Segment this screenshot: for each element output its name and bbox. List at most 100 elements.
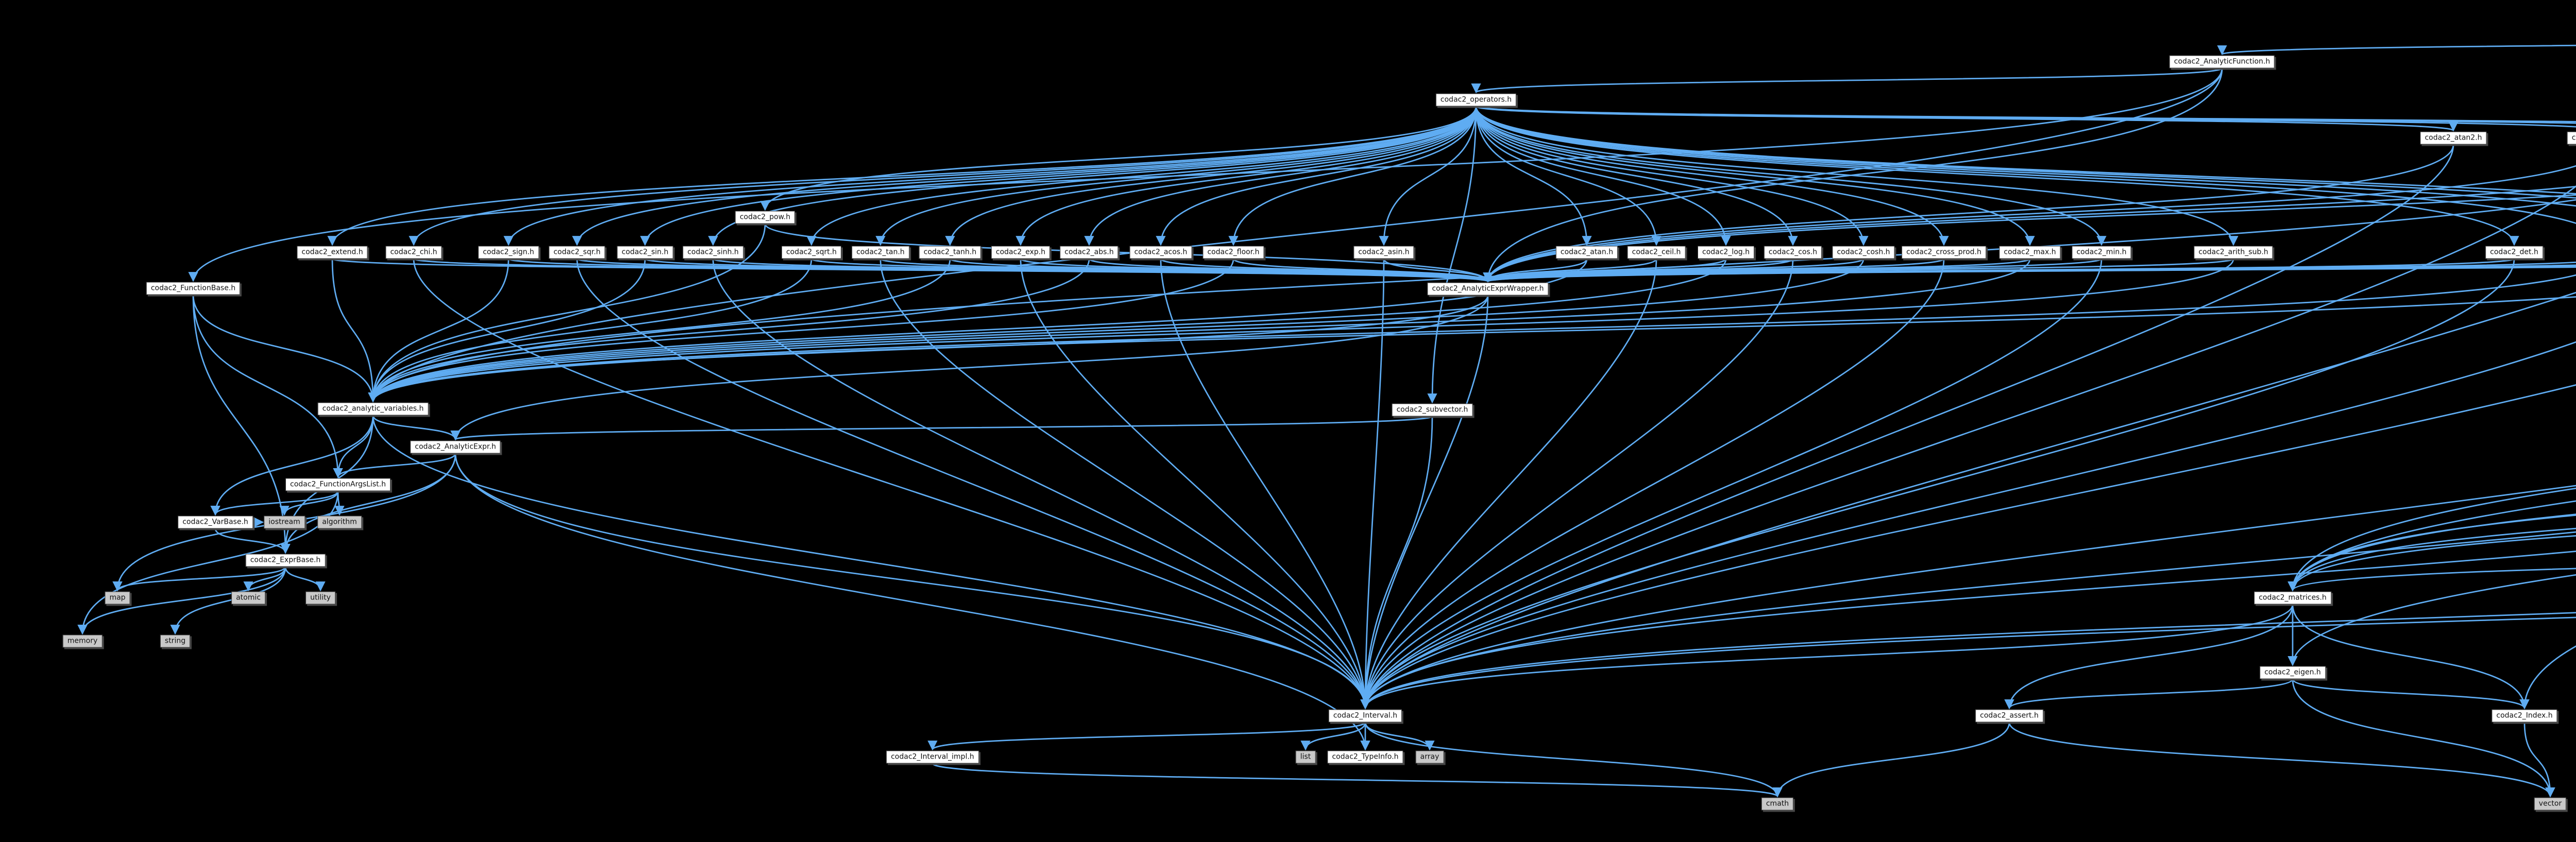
graph-node-cmath[interactable]: cmath <box>1761 797 1794 811</box>
graph-node-matrices[interactable]: codac2_matrices.h <box>2254 591 2331 605</box>
graph-node-string[interactable]: string <box>160 634 191 648</box>
graph-node-cosh[interactable]: codac2_cosh.h <box>1832 246 1895 259</box>
graph-node-abs[interactable]: codac2_abs.h <box>1060 246 1118 259</box>
graph-node-acos[interactable]: codac2_acos.h <box>1129 246 1192 259</box>
edge-functionbase-argslist <box>192 295 343 478</box>
graph-node-argslist[interactable]: codac2_FunctionArgsList.h <box>285 478 391 491</box>
graph-node-varbase[interactable]: codac2_VarBase.h <box>178 515 253 529</box>
graph-node-vector_std[interactable]: vector <box>2534 797 2567 811</box>
graph-node-pow[interactable]: codac2_pow.h <box>735 211 795 224</box>
edge-asin-interval <box>1360 259 1385 710</box>
edge-analyticexpr-interval <box>454 453 1370 710</box>
edge-abs-variables <box>368 259 1090 403</box>
edge-intervalrow-interval <box>1360 485 2576 710</box>
graph-node-index[interactable]: codac2_Index.h <box>2492 709 2557 723</box>
graph-node-operators[interactable]: codac2_operators.h <box>1435 93 1517 107</box>
graph-node-algorithm[interactable]: algorithm <box>317 515 362 529</box>
edge-exprbase-memory <box>77 566 286 635</box>
graph-node-det[interactable]: codac2_det.h <box>2485 246 2543 259</box>
graph-node-log[interactable]: codac2_log.h <box>1698 246 1754 259</box>
graph-node-arith_add[interactable]: codac2_arith_add.h <box>2567 131 2576 145</box>
graph-node-extend[interactable]: codac2_extend.h <box>297 246 368 259</box>
graph-node-functionbase[interactable]: codac2_FunctionBase.h <box>146 282 241 295</box>
edge-varbase-exprbase <box>214 528 291 554</box>
graph-node-arith_sub[interactable]: codac2_arith_sub.h <box>2194 246 2273 259</box>
edge-operators-pow <box>760 106 1477 211</box>
graph-node-analyticexpr[interactable]: codac2_AnalyticExpr.h <box>410 440 501 454</box>
edge-intervalrow-matrices <box>2287 487 2576 592</box>
graph-node-memory[interactable]: memory <box>62 634 103 648</box>
edge-eigen-index <box>2292 678 2530 710</box>
graph-node-min[interactable]: codac2_min.h <box>2072 246 2131 259</box>
edge-matrix-matrices <box>2287 513 2576 592</box>
graph-node-asin[interactable]: codac2_asin.h <box>1353 246 1414 259</box>
edge-assert-vector_std <box>2008 722 2555 798</box>
edge-analyticfunction-exprwrapper <box>1483 68 2223 283</box>
edge-operators-det <box>1475 106 2519 246</box>
edge-vec-variables <box>368 296 2576 403</box>
edge-row-matrices <box>2287 535 2576 592</box>
graph-node-analyticfunction[interactable]: codac2_AnalyticFunction.h <box>2169 55 2275 68</box>
graph-node-list[interactable]: list <box>1295 750 1316 764</box>
graph-node-variables[interactable]: codac2_analytic_variables.h <box>317 402 429 416</box>
edge-zonotope-matrices <box>2288 568 2576 592</box>
graph-node-subvector[interactable]: codac2_subvector.h <box>1392 403 1473 417</box>
graph-node-map[interactable]: map <box>105 591 130 605</box>
edge-sign-variables <box>368 259 510 403</box>
edge-max-variables <box>368 259 2031 403</box>
graph-node-ceil[interactable]: codac2_ceil.h <box>1627 246 1686 259</box>
graph-node-exp[interactable]: codac2_exp.h <box>991 246 1050 259</box>
graph-node-iostream[interactable]: iostream <box>264 515 305 529</box>
edge-functionbase-variables <box>192 295 378 403</box>
graph-node-cross_prod[interactable]: codac2_cross_prod.h <box>1902 246 1986 259</box>
graph-node-eigen[interactable]: codac2_eigen.h <box>2260 666 2326 679</box>
graph-node-interval[interactable]: codac2_Interval.h <box>1328 709 1402 723</box>
graph-node-max[interactable]: codac2_max.h <box>1999 246 2061 259</box>
graph-node-sign[interactable]: codac2_sign.h <box>478 246 539 259</box>
graph-node-sqrt[interactable]: codac2_sqrt.h <box>781 246 842 259</box>
edge-vector-matrices <box>2287 500 2576 592</box>
edge-operators-asin <box>1379 106 1477 246</box>
edge-operators-cos <box>1475 106 1798 246</box>
graph-node-assert[interactable]: codac2_assert.h <box>1975 709 2043 723</box>
graph-node-utility[interactable]: utility <box>306 591 335 605</box>
edge-intervalmatrix-matrices <box>2287 527 2576 592</box>
graph-node-array[interactable]: array <box>1415 750 1444 764</box>
edge-operators-acos <box>1156 106 1477 246</box>
graph-node-typeinfo[interactable]: codac2_TypeInfo.h <box>1327 750 1403 764</box>
edge-cosh-variables <box>368 259 1865 403</box>
edge-atan2-exprwrapper <box>1483 144 2454 283</box>
edge-operators-component <box>1475 106 2576 207</box>
edge-operators-max <box>1475 106 2035 246</box>
edge-operators-mod <box>1475 106 2576 225</box>
graph-node-sinh[interactable]: codac2_sinh.h <box>683 246 743 259</box>
graph-node-sin[interactable]: codac2_sin.h <box>617 246 673 259</box>
edge-component-interval <box>1360 341 2576 710</box>
graph-node-tan[interactable]: codac2_tan.h <box>852 246 909 259</box>
edge-analyticfunction-operators <box>1471 67 2223 94</box>
graph-node-exprbase[interactable]: codac2_ExprBase.h <box>245 554 326 567</box>
edge-exp-interval <box>1020 259 1370 710</box>
graph-node-tanh[interactable]: codac2_tanh.h <box>919 246 981 259</box>
edge-arith_add-interval <box>1360 185 2576 710</box>
graph-node-atomic[interactable]: atomic <box>231 591 265 605</box>
graph-node-cos[interactable]: codac2_cos.h <box>1764 246 1822 259</box>
edge-operators-sin <box>640 106 1477 246</box>
edge-exprwrapper-variables <box>368 295 1489 403</box>
graph-node-atan2[interactable]: codac2_atan2.h <box>2420 131 2487 145</box>
edge-pow-exprwrapper <box>764 224 1493 283</box>
graph-node-exprwrapper[interactable]: codac2_AnalyticExprWrapper.h <box>1427 282 1549 296</box>
graph-node-atan[interactable]: codac2_atan.h <box>1555 246 1618 259</box>
graph-node-interval_impl[interactable]: codac2_Interval_impl.h <box>886 750 979 764</box>
edge-arith_mul-variables <box>368 199 2576 403</box>
graph-node-sqr[interactable]: codac2_sqr.h <box>549 246 605 259</box>
edge-operators-atan <box>1475 106 1592 246</box>
edge-atan2-interval <box>1360 144 2454 710</box>
edge-mat-exprwrapper <box>1484 266 2576 283</box>
edge-functionbase-exprbase <box>192 295 291 554</box>
edge-variables-argslist <box>333 415 374 478</box>
edge-operators-tanh <box>945 106 1477 246</box>
edge-interval-list <box>1300 722 1366 751</box>
graph-node-chi[interactable]: codac2_chi.h <box>385 246 442 259</box>
graph-node-floor[interactable]: codac2_floor.h <box>1202 246 1264 259</box>
